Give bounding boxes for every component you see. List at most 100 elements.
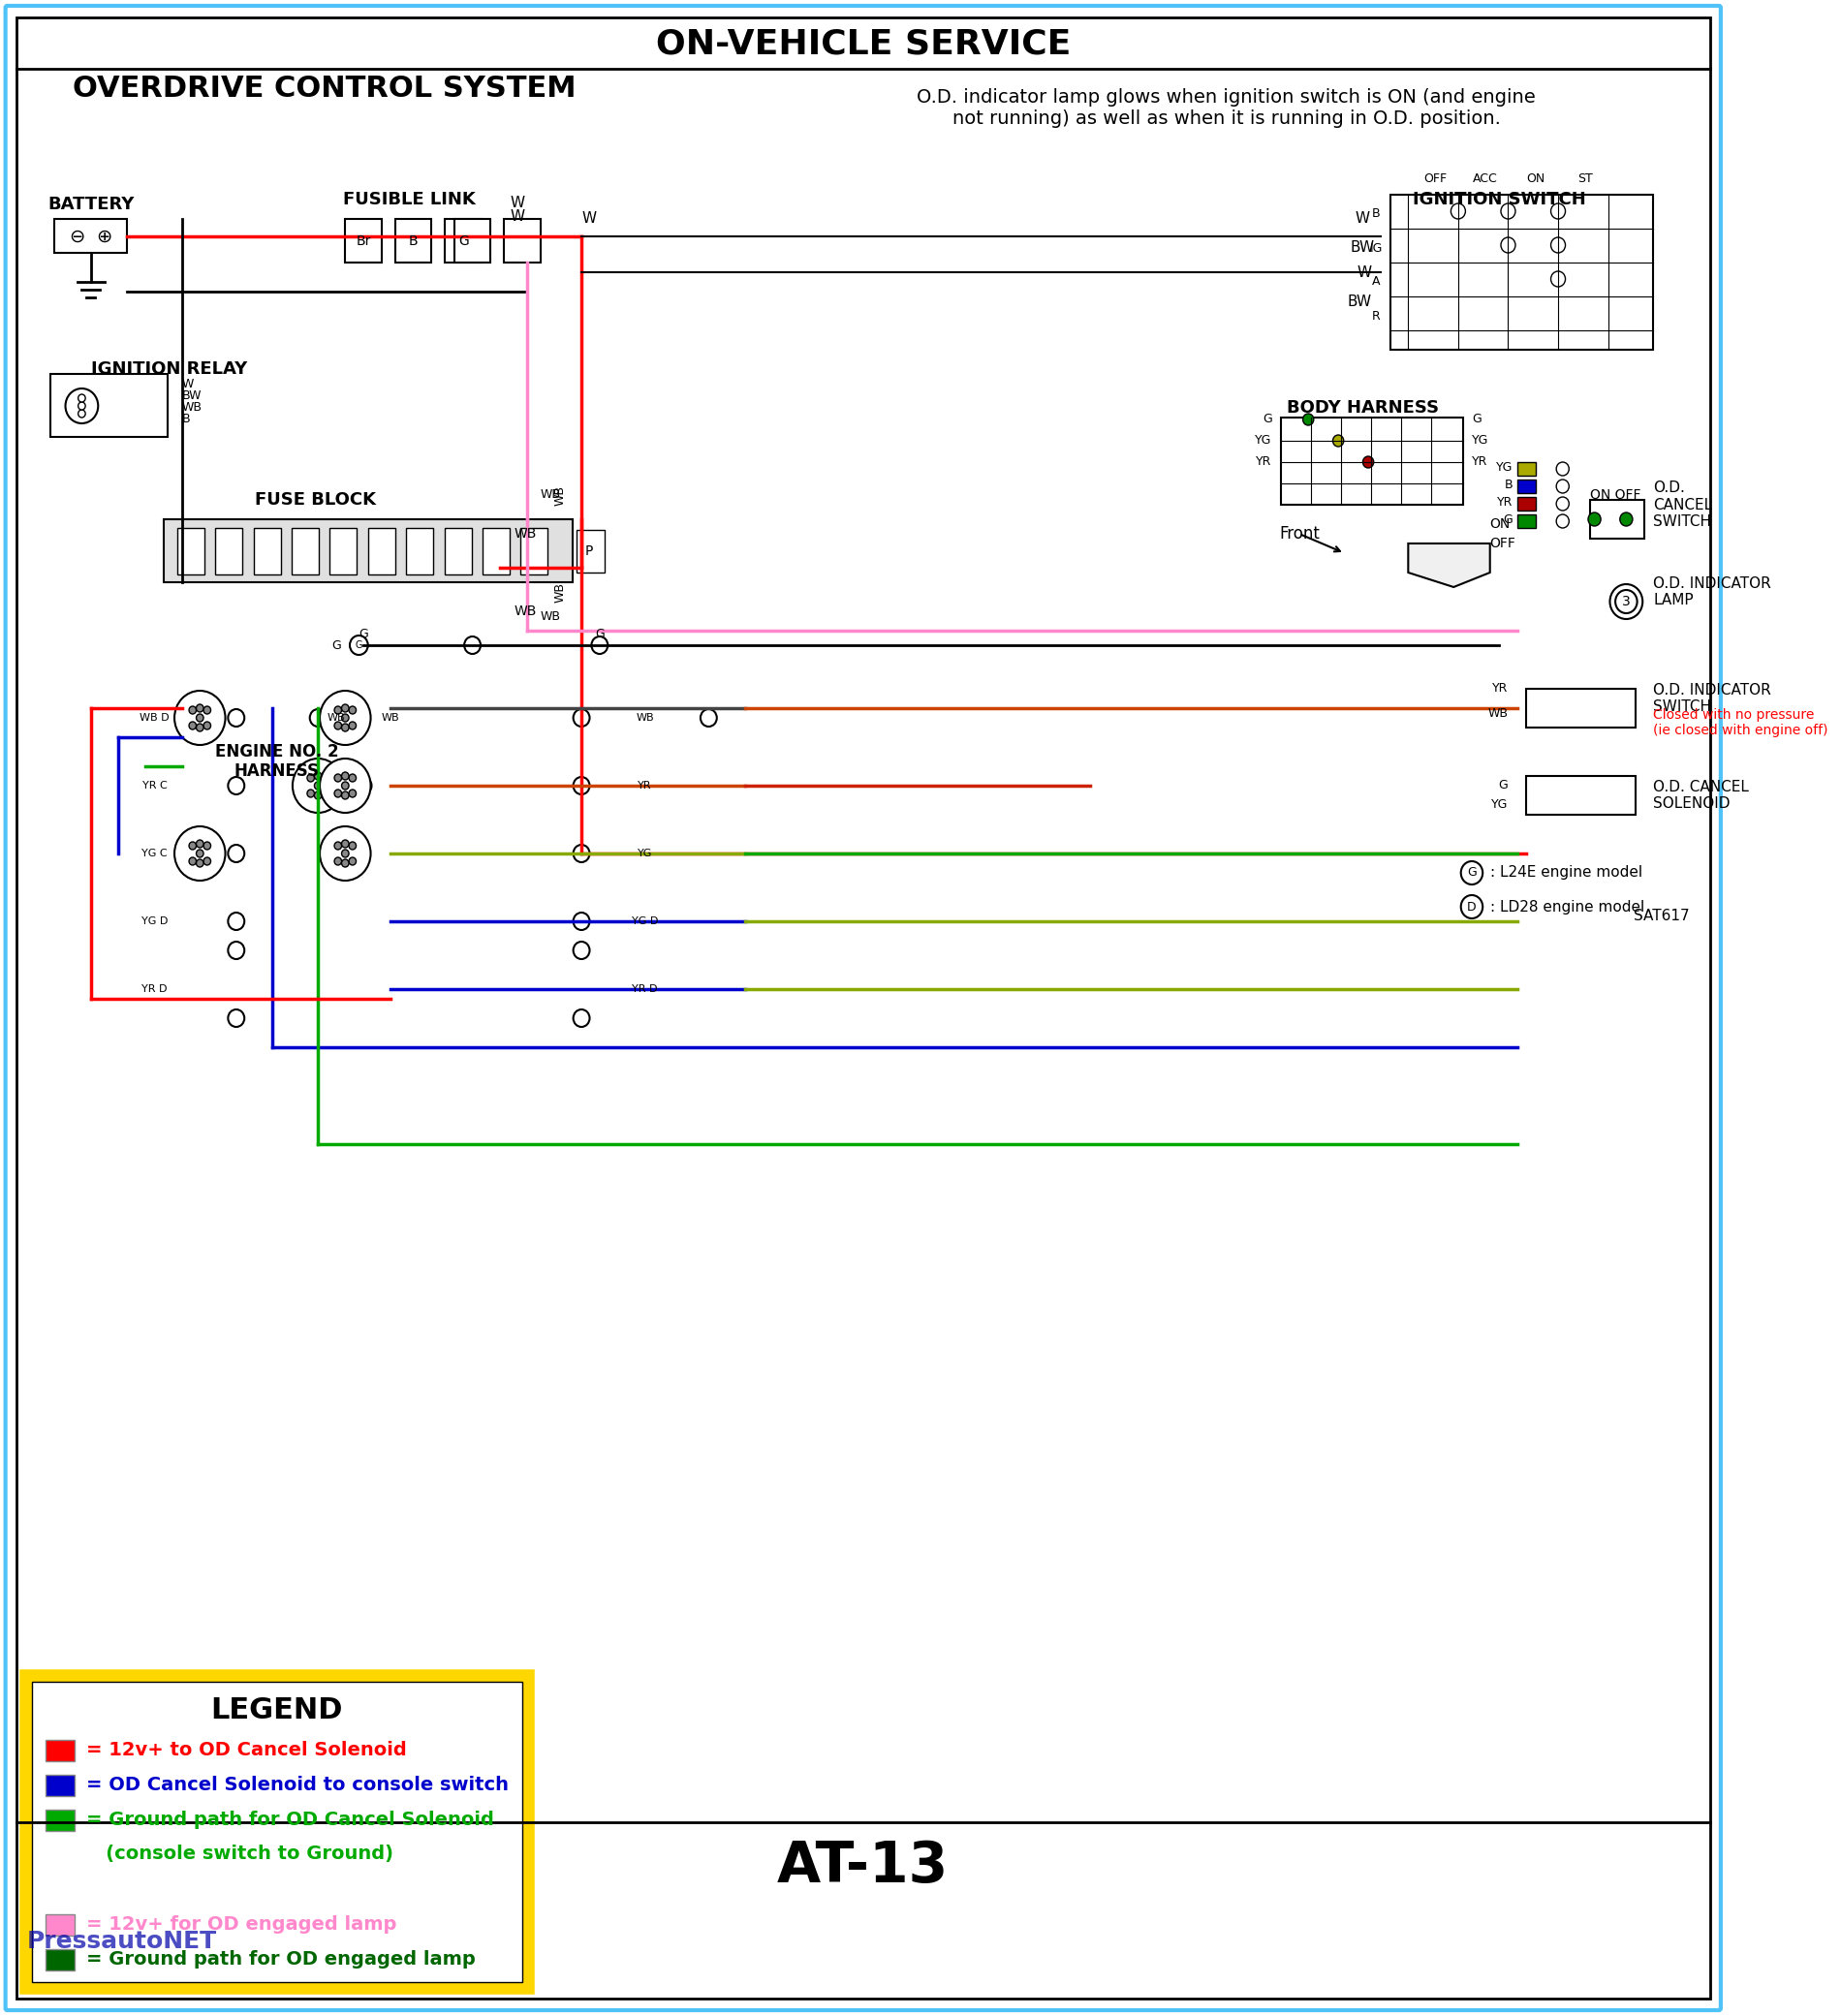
- Text: BATTERY: BATTERY: [48, 196, 134, 214]
- Circle shape: [197, 704, 204, 712]
- Bar: [368, 528, 396, 575]
- Bar: [1517, 514, 1535, 528]
- Circle shape: [204, 722, 210, 730]
- Circle shape: [342, 782, 350, 790]
- Text: AT-13: AT-13: [777, 1839, 948, 1893]
- Bar: [254, 528, 280, 575]
- Text: YR: YR: [1497, 496, 1513, 510]
- Bar: [46, 1949, 74, 1970]
- Text: ENGINE NO. 2
HARNESS: ENGINE NO. 2 HARNESS: [215, 742, 339, 780]
- Circle shape: [204, 843, 210, 849]
- Text: YR: YR: [1471, 456, 1488, 468]
- Circle shape: [342, 704, 350, 712]
- Text: YR: YR: [1256, 456, 1272, 468]
- Circle shape: [315, 792, 322, 798]
- Text: YG D: YG D: [631, 917, 659, 925]
- Circle shape: [315, 782, 322, 790]
- Text: R: R: [1372, 310, 1381, 323]
- Text: IGNITION RELAY: IGNITION RELAY: [90, 361, 247, 377]
- Circle shape: [197, 714, 204, 722]
- Bar: [1526, 689, 1635, 728]
- Circle shape: [307, 790, 315, 796]
- Circle shape: [228, 845, 245, 863]
- Bar: [22, 1671, 532, 1992]
- Circle shape: [293, 758, 344, 812]
- Text: W: W: [510, 196, 525, 210]
- FancyBboxPatch shape: [6, 6, 1721, 2010]
- Text: YG: YG: [1256, 435, 1272, 448]
- Circle shape: [350, 774, 355, 782]
- Circle shape: [190, 722, 197, 730]
- Circle shape: [350, 790, 355, 796]
- Circle shape: [228, 776, 245, 794]
- Bar: [46, 1774, 74, 1796]
- Circle shape: [197, 724, 204, 732]
- Circle shape: [342, 772, 350, 780]
- Text: WB: WB: [182, 401, 203, 413]
- Text: D: D: [1467, 901, 1476, 913]
- Text: BODY HARNESS: BODY HARNESS: [1287, 399, 1440, 417]
- Bar: [482, 528, 510, 575]
- Text: G: G: [1263, 413, 1272, 425]
- Text: = Ground path for OD engaged lamp: = Ground path for OD engaged lamp: [87, 1949, 475, 1968]
- Text: YR: YR: [639, 780, 652, 790]
- Text: ON: ON: [1489, 518, 1511, 530]
- Text: ON: ON: [1526, 173, 1545, 185]
- Text: B: B: [1504, 480, 1513, 492]
- Polygon shape: [1408, 544, 1489, 587]
- Text: O.D.
CANCEL
SWITCH: O.D. CANCEL SWITCH: [1653, 480, 1712, 528]
- Text: G: G: [355, 641, 363, 649]
- Bar: [1526, 776, 1635, 814]
- Bar: [1517, 462, 1535, 476]
- Text: LEGEND: LEGEND: [212, 1697, 342, 1726]
- Bar: [1390, 196, 1653, 349]
- Circle shape: [342, 859, 350, 867]
- Circle shape: [573, 941, 589, 960]
- Text: P: P: [585, 544, 593, 558]
- Circle shape: [573, 1010, 589, 1026]
- Text: B: B: [1372, 208, 1381, 220]
- Bar: [576, 530, 604, 573]
- Text: G: G: [458, 234, 469, 248]
- Circle shape: [1500, 204, 1515, 220]
- Circle shape: [573, 845, 589, 863]
- Circle shape: [350, 635, 368, 655]
- Text: W: W: [582, 212, 596, 226]
- Text: G: G: [331, 639, 341, 651]
- Bar: [46, 1810, 74, 1831]
- Text: WB: WB: [635, 714, 654, 722]
- Text: = OD Cancel Solenoid to console switch: = OD Cancel Solenoid to console switch: [87, 1776, 508, 1794]
- Bar: [1281, 417, 1464, 504]
- Text: G: G: [1499, 780, 1508, 792]
- Text: O.D. INDICATOR
LAMP: O.D. INDICATOR LAMP: [1653, 577, 1771, 607]
- Text: = 12v+ for OD engaged lamp: = 12v+ for OD engaged lamp: [87, 1915, 398, 1933]
- Text: W: W: [510, 210, 525, 224]
- Text: W: W: [1357, 264, 1372, 280]
- FancyBboxPatch shape: [744, 67, 1701, 149]
- Text: ⊕: ⊕: [96, 228, 112, 246]
- Text: ACC: ACC: [1473, 173, 1499, 185]
- Circle shape: [335, 774, 342, 782]
- Bar: [407, 528, 433, 575]
- Circle shape: [228, 710, 245, 726]
- Text: = 12v+ to OD Cancel Solenoid: = 12v+ to OD Cancel Solenoid: [87, 1740, 407, 1758]
- Circle shape: [309, 710, 326, 726]
- Text: G: G: [595, 627, 604, 641]
- Text: YR: YR: [1493, 683, 1508, 696]
- Circle shape: [350, 722, 355, 730]
- Text: A: A: [1372, 276, 1381, 288]
- Text: FUSIBLE LINK: FUSIBLE LINK: [342, 192, 475, 208]
- Text: WB: WB: [554, 486, 567, 506]
- Text: : LD28 engine model: : LD28 engine model: [1489, 899, 1644, 913]
- Circle shape: [573, 776, 589, 794]
- Circle shape: [1462, 861, 1482, 885]
- Text: ON OFF: ON OFF: [1591, 488, 1640, 502]
- Text: YG C: YG C: [142, 849, 168, 859]
- Text: YR D: YR D: [142, 984, 168, 994]
- Circle shape: [1500, 238, 1515, 252]
- Bar: [46, 1740, 74, 1762]
- Bar: [455, 220, 490, 262]
- Circle shape: [1550, 272, 1565, 286]
- Text: (console switch to Ground): (console switch to Ground): [87, 1845, 394, 1863]
- Bar: [50, 373, 168, 437]
